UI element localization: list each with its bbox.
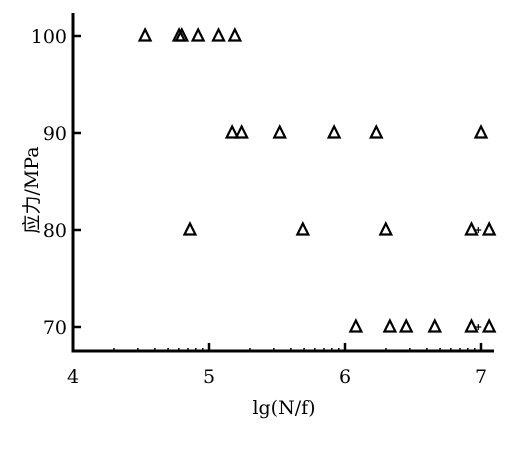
data-point [211,27,226,42]
y-tick-label: 70 [43,317,67,339]
data-point [481,318,497,333]
y-tick-label: 80 [43,220,67,242]
data-point [473,124,489,139]
data-point [174,27,190,42]
y-tick-label: 100 [31,26,67,48]
data-point [137,27,153,42]
data-point [227,27,243,42]
data-point [464,318,479,333]
x-axis-label: lg(N/f) [252,397,315,419]
axes [71,13,494,353]
data-point [382,318,398,333]
y-tick-label: 90 [43,123,67,145]
data-point [190,27,206,42]
data-point [427,318,443,333]
x-axis-ticks: 4 5 6 7 [67,343,487,388]
data-points [137,27,497,333]
x-tick-label: 6 [339,366,351,388]
data-point [369,124,384,139]
data-point [464,221,479,236]
data-point [182,221,198,236]
x-tick-label: 7 [475,366,487,388]
data-point [378,221,394,236]
data-point [295,221,311,236]
x-tick-label: 4 [67,366,79,388]
flag-marker [475,324,482,330]
data-point [234,124,249,139]
data-point [348,318,364,333]
data-point [481,221,497,236]
data-point [272,124,287,139]
y-axis-label: 应力/MPa [21,146,43,233]
x-tick-label: 5 [203,366,215,388]
y-axis-ticks: 70 80 90 100 [31,26,81,339]
data-point [224,124,240,139]
data-point [398,318,414,333]
flag-marker [475,227,482,233]
data-point [326,124,342,139]
